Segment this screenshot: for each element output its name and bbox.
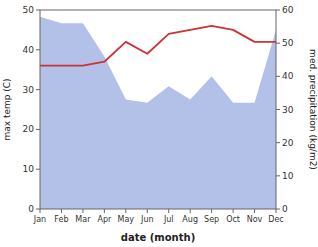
- x-tick: [40, 209, 41, 213]
- x-axis-label: date (month): [121, 232, 195, 243]
- y2-tick: [276, 142, 280, 143]
- x-tick-label: Oct: [226, 215, 240, 224]
- y2-tick-label: 60: [282, 5, 294, 15]
- x-tick: [147, 209, 148, 213]
- y2-tick: [276, 175, 280, 176]
- y-tick-label: 40: [23, 45, 35, 55]
- x-tick: [211, 209, 212, 213]
- chart: 0 10 20 30 40 50 0 10 20 30 40 50 60 Jan Feb Mar Apr May J…: [0, 0, 318, 247]
- y-tick: [36, 169, 40, 170]
- y2-tick: [276, 10, 280, 11]
- x-tick: [61, 209, 62, 213]
- y-tick: [36, 10, 40, 11]
- precipitation-area: [40, 17, 276, 209]
- plot-frame: [40, 10, 276, 209]
- y-tick-label: 10: [23, 164, 35, 174]
- x-tick-label: Jun: [140, 215, 154, 224]
- x-tick-label: Aug: [182, 215, 198, 224]
- y-tick: [36, 209, 40, 210]
- x-tick: [233, 209, 234, 213]
- y-tick: [36, 89, 40, 90]
- y-axis-label: max temp (C): [2, 78, 12, 140]
- y2-tick-label: 20: [282, 138, 294, 148]
- y2-tick-label: 50: [282, 38, 294, 48]
- y2-tick-label: 40: [282, 71, 294, 81]
- y2-tick: [276, 76, 280, 77]
- y-tick-label: 30: [23, 85, 35, 95]
- x-tick-label: Jan: [33, 215, 46, 224]
- x-tick: [125, 209, 126, 213]
- y-tick: [36, 49, 40, 50]
- y-tick-label: 50: [23, 5, 35, 15]
- x-tick-label: Nov: [247, 215, 263, 224]
- x-tick-label: Jul: [163, 215, 174, 224]
- x-tick: [190, 209, 191, 213]
- x-tick-label: Sep: [204, 215, 219, 224]
- x-tick-label: Feb: [54, 215, 68, 224]
- y2-tick: [276, 209, 280, 210]
- x-tick-label: Dec: [268, 215, 283, 224]
- y-tick-label: 0: [28, 204, 34, 214]
- x-tick: [254, 209, 255, 213]
- plot-background: [40, 10, 276, 209]
- x-tick-label: Apr: [97, 215, 112, 224]
- x-tick: [168, 209, 169, 213]
- x-tick: [82, 209, 83, 213]
- x-tick-label: May: [118, 215, 135, 224]
- plot-area: [40, 17, 276, 209]
- y2-tick-label: 30: [282, 105, 294, 115]
- y-tick-label: 20: [23, 124, 35, 134]
- y-tick: [36, 129, 40, 130]
- y2-tick: [276, 109, 280, 110]
- x-tick-label: Mar: [75, 215, 91, 224]
- y2-tick-label: 0: [282, 204, 288, 214]
- y2-tick-label: 10: [282, 171, 294, 181]
- x-tick: [276, 209, 277, 213]
- y2-tick: [276, 43, 280, 44]
- y2-axis-label: med. precipitation (kg/m2): [308, 49, 318, 170]
- x-tick: [104, 209, 105, 213]
- temperature-line: [40, 26, 276, 66]
